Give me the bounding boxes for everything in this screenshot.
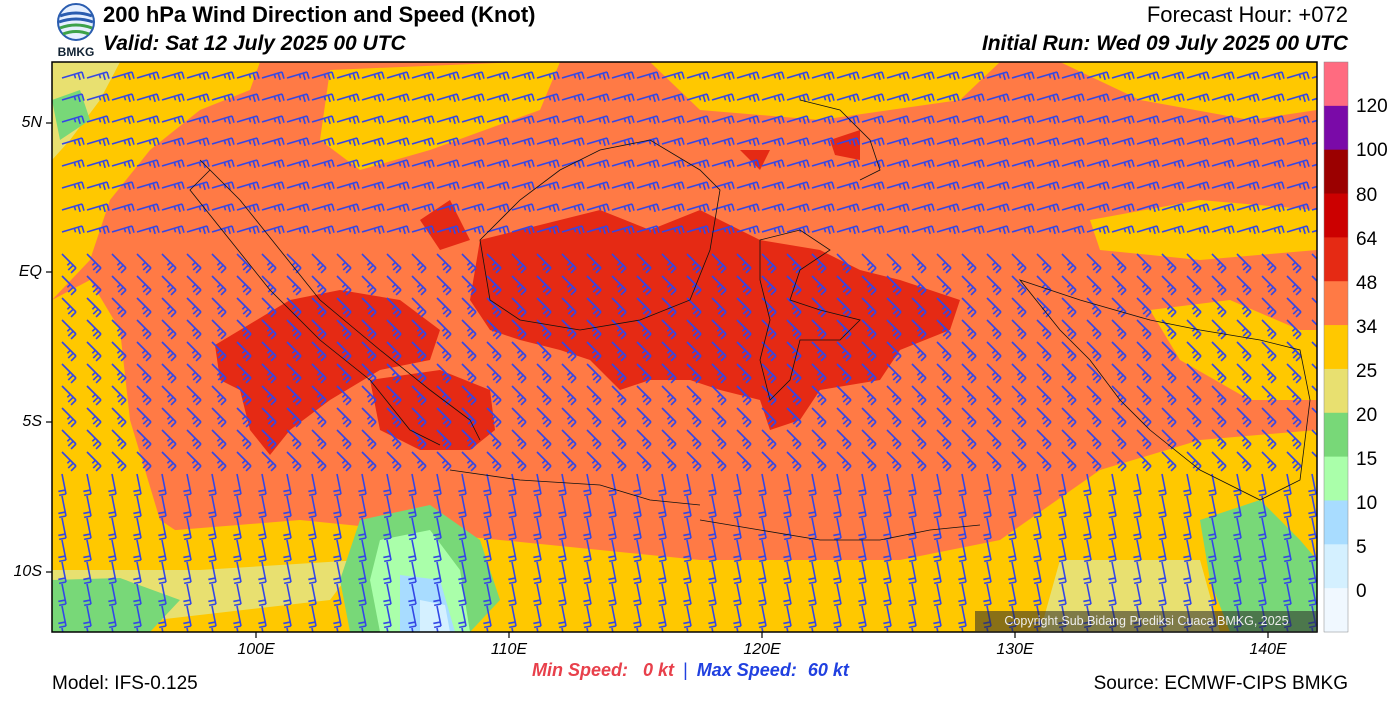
colorbar-label: 0 <box>1356 581 1367 602</box>
colorbar-swatch <box>1324 237 1348 282</box>
colorbar <box>1323 61 1349 633</box>
forecast-hour: Forecast Hour: +072 <box>1146 2 1348 27</box>
lon-label-110e: 110E <box>490 641 528 658</box>
max-speed-label: Max Speed: <box>696 660 797 680</box>
max-speed-value: 60 kt <box>807 660 849 680</box>
colorbar-label: 120 <box>1356 96 1388 117</box>
lon-label-140e: 140E <box>1249 641 1287 658</box>
colorbar-swatch <box>1324 368 1348 414</box>
wind-barbs <box>58 71 1317 632</box>
colorbar-label: 20 <box>1356 405 1378 426</box>
valid-time: Valid: Sat 12 July 2025 00 UTC <box>103 32 406 55</box>
colorbar-label: 10 <box>1356 493 1378 514</box>
colorbar-label: 64 <box>1356 229 1378 250</box>
lon-label-130e: 130E <box>996 641 1034 658</box>
lat-label-eq: EQ <box>18 263 42 280</box>
colorbar-swatch <box>1324 105 1348 151</box>
copyright-notice: Copyright Sub Bidang Prediksi Cuaca BMKG… <box>975 611 1318 632</box>
colorbar-swatch <box>1324 456 1348 501</box>
model-label: Model: IFS-0.125 <box>52 673 198 694</box>
colorbar-swatch <box>1324 544 1348 589</box>
bmkg-logo: BMKG <box>52 2 100 59</box>
colorbar-swatch <box>1324 281 1348 326</box>
colorbar-label: 80 <box>1356 185 1378 206</box>
lat-label-5n: 5N <box>21 114 42 131</box>
lon-label-120e: 120E <box>743 641 781 658</box>
speed-summary: Min Speed: 0 kt | Max Speed: 60 kt <box>532 660 849 681</box>
colorbar-label: 34 <box>1356 317 1378 338</box>
colorbar-label: 5 <box>1356 537 1367 558</box>
colorbar-swatch <box>1324 193 1348 238</box>
colorbar-label: 25 <box>1356 361 1378 382</box>
colorbar-swatch <box>1324 149 1348 195</box>
colorbar-label: 100 <box>1356 140 1388 161</box>
coastlines <box>189 99 1311 541</box>
speed-separator: | <box>683 660 688 680</box>
colorbar-swatch <box>1324 588 1348 633</box>
logo-text: BMKG <box>57 45 95 59</box>
colorbar-swatch <box>1324 500 1348 545</box>
map-title: 200 hPa Wind Direction and Speed (Knot) <box>103 2 536 27</box>
min-speed-value: 0 kt <box>643 660 675 680</box>
lon-label-100e: 100E <box>237 641 275 658</box>
colorbar-swatch <box>1324 62 1348 107</box>
source-label: Source: ECMWF-CIPS BMKG <box>1093 673 1348 694</box>
lat-label-10s: 10S <box>13 563 42 580</box>
min-speed-label: Min Speed: <box>532 660 629 680</box>
colorbar-label: 48 <box>1356 273 1378 294</box>
colorbar-label: 15 <box>1356 449 1378 470</box>
axis-ticks <box>46 122 1269 638</box>
colorbar-swatch <box>1324 325 1348 370</box>
lat-label-5s: 5S <box>22 413 42 430</box>
initial-run: Initial Run: Wed 09 July 2025 00 UTC <box>981 32 1348 55</box>
colorbar-swatch <box>1324 412 1348 458</box>
